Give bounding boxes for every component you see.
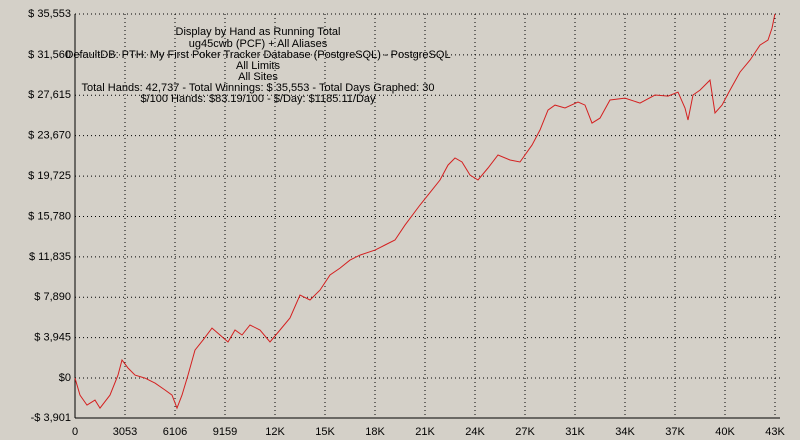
- x-tick-label: 9159: [213, 426, 237, 438]
- x-tick-label: 3053: [113, 426, 137, 438]
- y-tick-label: $ 35,553: [28, 8, 71, 20]
- y-tick-label: $0: [59, 372, 71, 384]
- y-tick-label: $ 31,560: [28, 49, 71, 61]
- chart-subtitle: ug45cwb (PCF) + All Aliases: [189, 38, 328, 50]
- y-tick-label: $ 23,670: [28, 130, 71, 142]
- y-tick-label: $ 19,725: [28, 170, 71, 182]
- x-tick-label: 43K: [765, 426, 785, 438]
- chart-subtitle: All Sites: [238, 71, 278, 83]
- y-tick-label: -$ 3,901: [31, 412, 71, 424]
- chart-title: Display by Hand as Running Total: [176, 26, 341, 38]
- y-tick-label: $ 15,780: [28, 210, 71, 222]
- y-tick-label: $ 27,615: [28, 89, 71, 101]
- chart-subtitle: Total Hands: 42,737 - Total Winnings: $ …: [81, 82, 434, 94]
- x-tick-label: 37K: [665, 426, 685, 438]
- chart-subtitle: DefaultDB: PTH: My First Poker Tracker D…: [65, 49, 450, 61]
- x-tick-label: 27K: [515, 426, 535, 438]
- y-tick-label: $ 7,890: [34, 291, 71, 303]
- x-tick-label: 24K: [465, 426, 485, 438]
- x-tick-label: 0: [72, 426, 78, 438]
- y-tick-label: $ 11,835: [29, 251, 71, 263]
- x-tick-label: 31K: [565, 426, 585, 438]
- chart-subtitle: $/100 Hands: $83.19/100 - $/Day: $1185.1…: [140, 93, 376, 105]
- x-tick-label: 34K: [615, 426, 635, 438]
- x-tick-label: 12K: [265, 426, 285, 438]
- data-line: [74, 13, 776, 410]
- x-tick-label: 18K: [365, 426, 385, 438]
- x-tick-label: 21K: [415, 426, 435, 438]
- y-tick-label: $ 3,945: [34, 332, 71, 344]
- x-tick-label: 6106: [163, 426, 187, 438]
- x-tick-label: 15K: [315, 426, 335, 438]
- chart-subtitle: All Limits: [236, 60, 281, 72]
- x-tick-label: 40K: [715, 426, 735, 438]
